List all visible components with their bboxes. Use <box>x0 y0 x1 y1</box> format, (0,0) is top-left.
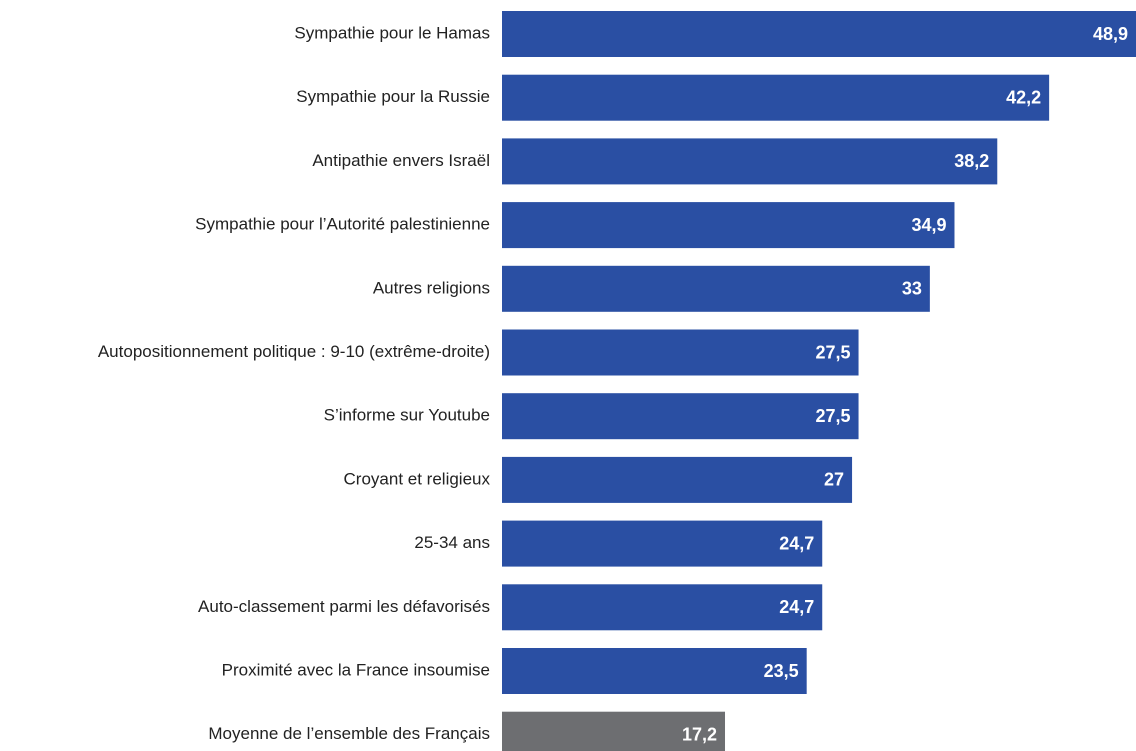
value-label: 24,7 <box>779 597 814 617</box>
bar <box>502 648 807 694</box>
category-label: Antipathie envers Israël <box>312 151 490 170</box>
bar <box>502 393 859 440</box>
bar <box>502 711 726 751</box>
value-label: 48,9 <box>1093 24 1128 44</box>
bar <box>502 520 823 567</box>
category-label: Moyenne de l’ensemble des Français <box>208 724 490 743</box>
value-label: 23,5 <box>764 661 799 681</box>
category-label: Sympathie pour le Hamas <box>294 23 490 42</box>
category-label: Autres religions <box>373 278 490 297</box>
value-label: 17,2 <box>682 724 717 744</box>
value-label: 34,9 <box>911 215 946 235</box>
value-label: 38,2 <box>954 151 989 171</box>
bar <box>502 74 1050 121</box>
category-label: Auto-classement parmi les défavorisés <box>198 597 490 616</box>
category-label: Proximité avec la France insoumise <box>222 660 490 679</box>
category-label: Sympathie pour la Russie <box>296 87 490 106</box>
value-label: 33 <box>902 279 922 299</box>
bar <box>502 138 998 185</box>
bar <box>502 265 930 312</box>
value-label: 27 <box>824 470 844 490</box>
category-label: Croyant et religieux <box>344 469 491 488</box>
bar <box>502 584 823 631</box>
bar <box>502 456 853 503</box>
value-label: 24,7 <box>779 533 814 553</box>
value-label: 27,5 <box>815 406 850 426</box>
category-label: 25-34 ans <box>414 533 490 552</box>
category-label: Sympathie pour l’Autorité palestinienne <box>195 215 490 234</box>
bar <box>502 11 1136 57</box>
bar <box>502 202 955 249</box>
category-label: Autopositionnement politique : 9-10 (ext… <box>98 342 490 361</box>
value-label: 27,5 <box>815 342 850 362</box>
value-label: 42,2 <box>1006 87 1041 107</box>
bar <box>502 329 859 376</box>
category-label: S’informe sur Youtube <box>324 406 490 425</box>
